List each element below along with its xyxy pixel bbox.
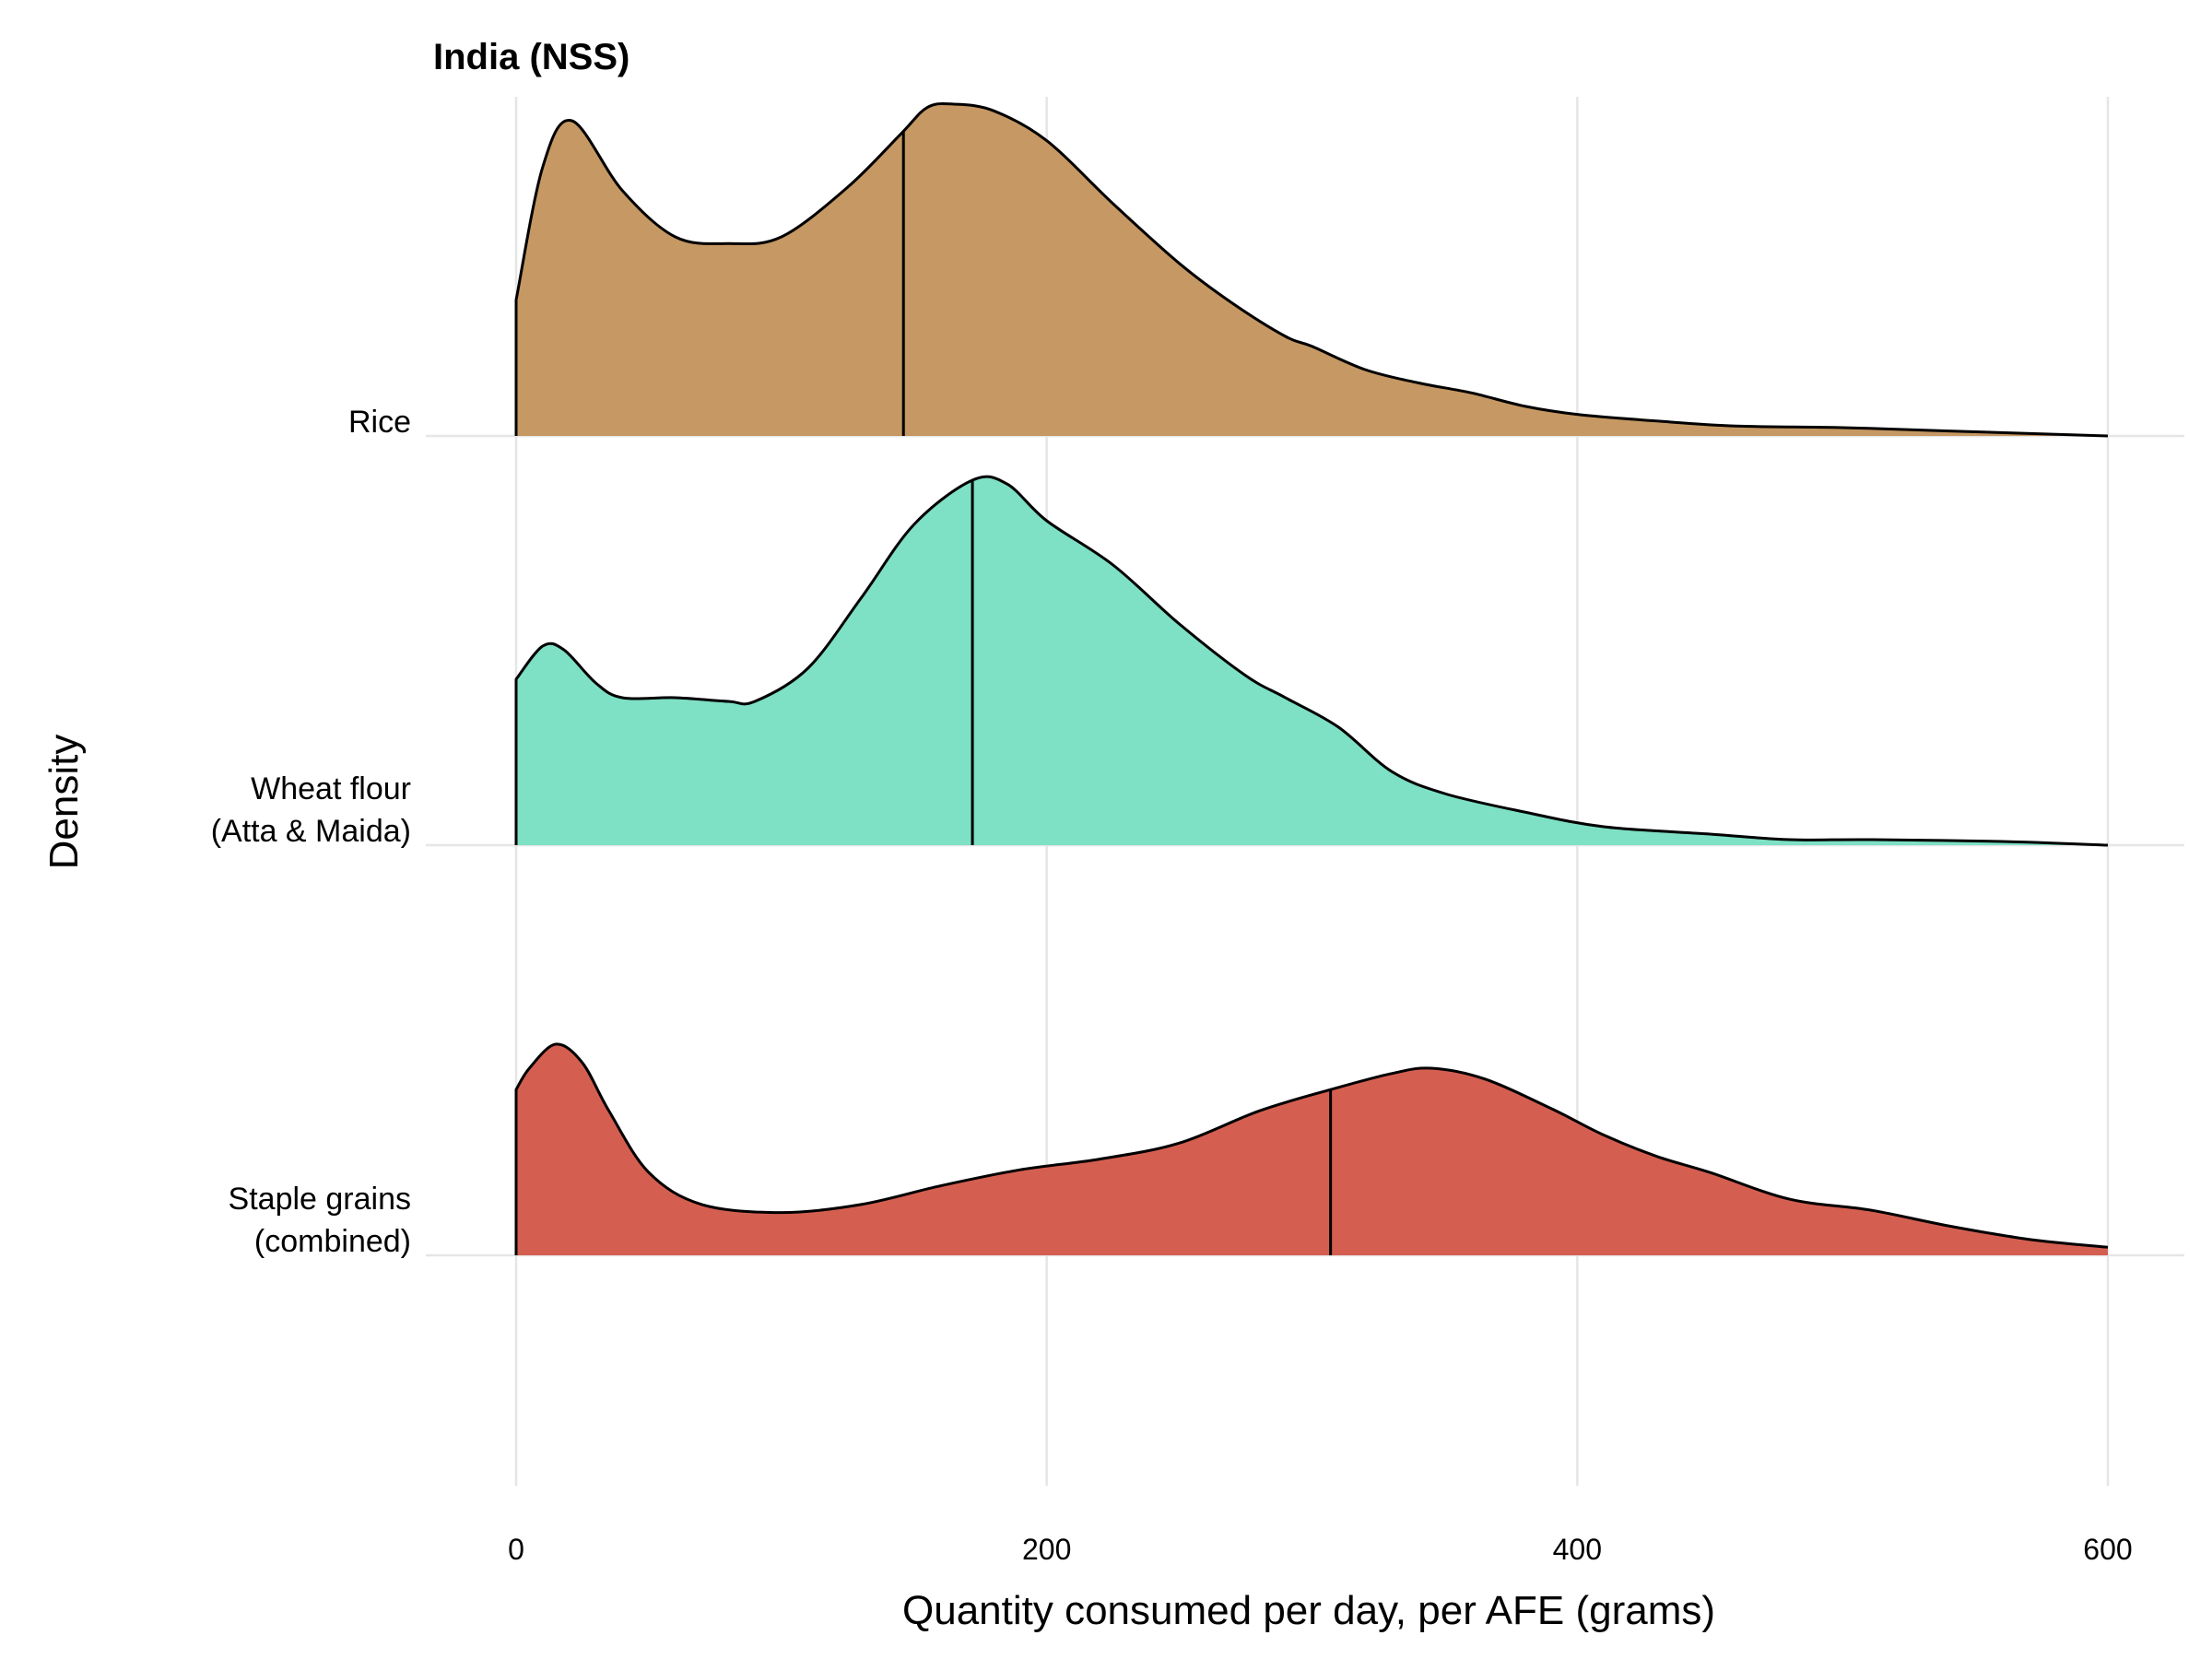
x-tick-label-200: 200	[1022, 1533, 1071, 1566]
y-axis-title: Density	[41, 735, 87, 870]
chart-title: India (NSS)	[433, 37, 629, 77]
ridge-outline-staple-grains	[514, 1042, 2109, 1255]
category-label-wheat-flour-line-2: (Atta & Maida)	[211, 814, 411, 849]
x-tick-label-0: 0	[508, 1533, 524, 1566]
category-labels: Rice Wheat flour (Atta & Maida) Staple gra…	[211, 405, 411, 1259]
ridge-area-wheat-flour	[516, 477, 2108, 845]
ridge-area-staple-grains	[516, 1043, 2108, 1255]
x-tick-labels: 0 200 400 600	[508, 1533, 2133, 1566]
ridge-area-rice	[516, 103, 2108, 437]
ridges	[514, 101, 2109, 1255]
x-axis-title: Quantity consumed per day, per AFE (gram…	[902, 1588, 1715, 1633]
ridge-outline-rice	[514, 101, 2109, 438]
category-label-staple-grains-line-1: Staple grains	[229, 1182, 411, 1217]
category-label-rice: Rice	[348, 405, 411, 440]
category-label-wheat-flour-line-1: Wheat flour	[251, 771, 411, 806]
category-label-staple-grains-line-2: (combined)	[254, 1224, 411, 1259]
x-tick-label-400: 400	[1553, 1533, 1602, 1566]
ridge-outline-wheat-flour	[514, 475, 2109, 847]
x-tick-label-600: 600	[2083, 1533, 2132, 1566]
